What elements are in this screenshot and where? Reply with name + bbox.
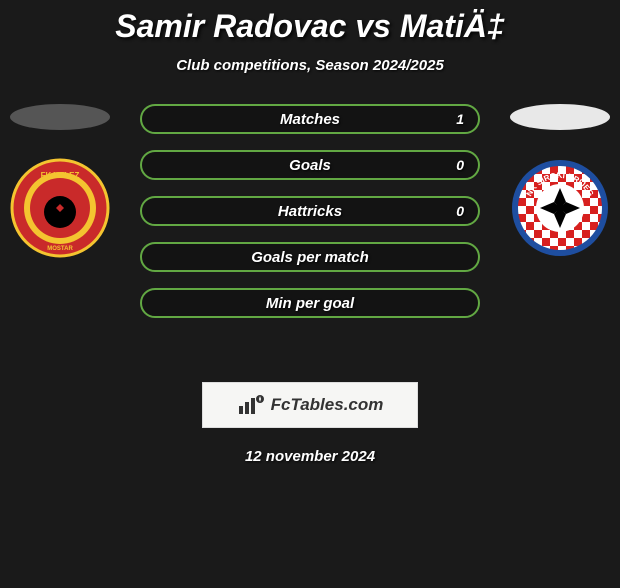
stat-row-matches: Matches 1	[140, 104, 480, 134]
stat-row-min-per-goal: Min per goal	[140, 288, 480, 318]
club-badge-right: NK ŠIROKI BRIJEG	[510, 158, 610, 258]
stats-table: Matches 1 Goals 0 Hattricks 0 Goals per …	[140, 104, 480, 334]
stat-row-goals-per-match: Goals per match	[140, 242, 480, 272]
svg-text:FK VELEZ: FK VELEZ	[41, 171, 80, 180]
stat-value-right: 0	[456, 203, 464, 219]
date-text: 12 november 2024	[0, 448, 620, 465]
watermark-icon	[237, 394, 265, 416]
svg-text:MOSTAR: MOSTAR	[47, 246, 73, 252]
avatar-placeholder-right	[510, 104, 610, 130]
stat-value-right: 1	[456, 111, 464, 127]
watermark-text: FcTables.com	[271, 395, 384, 415]
subtitle: Club competitions, Season 2024/2025	[0, 57, 620, 74]
stat-label: Goals per match	[251, 249, 369, 266]
stat-label: Min per goal	[266, 295, 354, 312]
comparison-area: FK VELEZ MOSTAR	[0, 104, 620, 364]
stat-row-goals: Goals 0	[140, 150, 480, 180]
watermark: FcTables.com	[202, 382, 418, 428]
stat-value-right: 0	[456, 157, 464, 173]
stat-row-hattricks: Hattricks 0	[140, 196, 480, 226]
player-right-column: NK ŠIROKI BRIJEG	[500, 104, 620, 258]
stat-label: Matches	[280, 111, 340, 128]
player-left-column: FK VELEZ MOSTAR	[0, 104, 120, 258]
stat-label: Goals	[289, 157, 331, 174]
stat-label: Hattricks	[278, 203, 342, 220]
club-badge-left: FK VELEZ MOSTAR	[10, 158, 110, 258]
avatar-placeholder-left	[10, 104, 110, 130]
page-title: Samir Radovac vs MatiÄ‡	[0, 8, 620, 45]
